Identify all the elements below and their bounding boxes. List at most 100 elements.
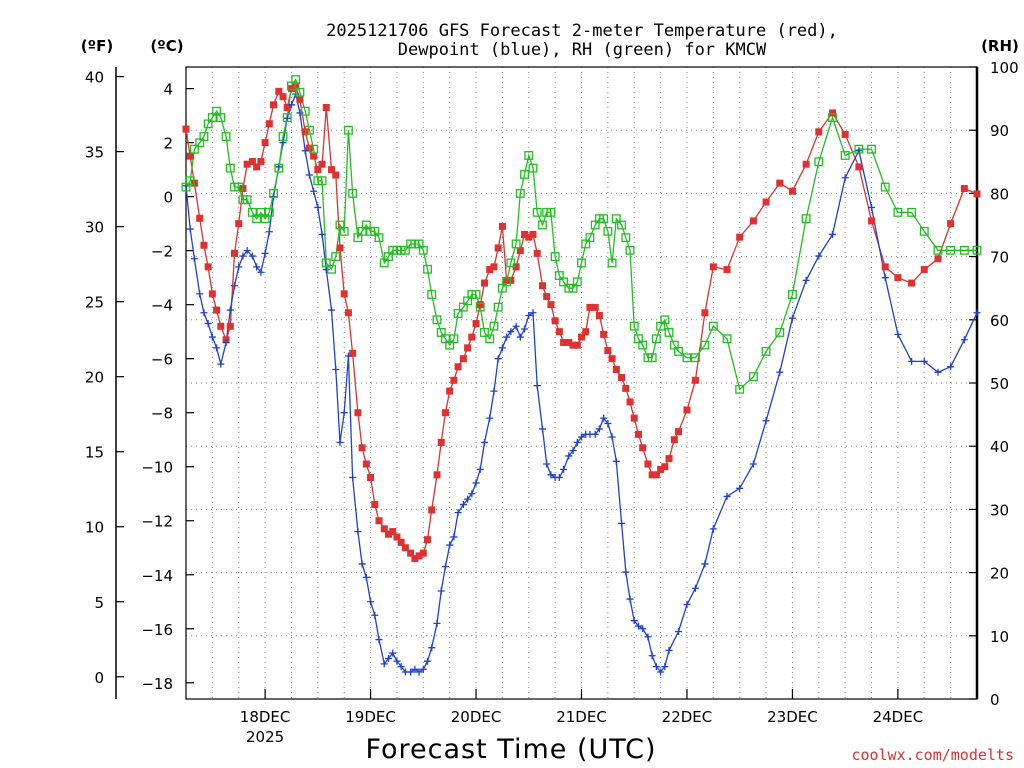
rh-point: [828, 113, 837, 123]
temperature-point: [235, 220, 243, 228]
rh-tick-label: 90: [990, 122, 1009, 140]
dewpoint-point: [441, 563, 449, 571]
rh-point: [471, 290, 481, 299]
temperature-point: [275, 87, 283, 95]
rh-point: [515, 188, 525, 198]
dewpoint-point: [358, 560, 366, 568]
fahrenheit-tick-label: 10: [85, 519, 104, 537]
rh-tick-label: 30: [990, 501, 1009, 519]
rh-point: [418, 245, 428, 255]
temperature-point: [604, 347, 612, 355]
rh-point: [946, 245, 956, 255]
rh-point: [538, 220, 547, 230]
dewpoint-point: [472, 479, 480, 487]
rh-point: [274, 163, 284, 173]
dewpoint-point: [415, 668, 423, 676]
dewpoint-point: [661, 663, 669, 671]
x-tick-label: 20DEC: [451, 708, 502, 726]
rh-point: [493, 302, 503, 312]
rh-point: [625, 245, 635, 255]
temperature-point: [362, 460, 370, 468]
temperature-point: [182, 125, 190, 133]
dewpoint-point: [318, 230, 326, 238]
x-tick-label: 23DEC: [767, 708, 818, 726]
rh-point: [585, 233, 595, 243]
dewpoint-point: [362, 573, 370, 581]
rh-line: [185, 78, 977, 391]
dewpoint-point: [762, 417, 770, 425]
dewpoint-point: [340, 409, 348, 417]
dewpoint-point: [226, 306, 234, 314]
rh-tick-label: 40: [990, 438, 1009, 456]
temperature-point: [318, 160, 326, 168]
temperature-point: [802, 160, 810, 168]
temperature-point: [401, 544, 409, 552]
dewpoint-point: [829, 230, 837, 238]
rh-unit-label: (RH): [981, 37, 1019, 55]
temperature-point: [622, 384, 630, 392]
dewpoint-point: [296, 109, 304, 117]
temperature-point: [393, 533, 401, 541]
dewpoint-point: [538, 425, 546, 433]
rh-point: [185, 176, 195, 186]
rh-point: [638, 340, 648, 350]
rh-point: [708, 321, 718, 331]
temperature-point: [494, 244, 502, 252]
temperature-point: [476, 301, 484, 309]
celsius-unit-label: (ºC): [150, 37, 183, 55]
temperature-point: [618, 374, 626, 382]
dewpoint-point: [618, 519, 626, 527]
temperature-point: [336, 244, 344, 252]
temperature-point: [626, 398, 634, 406]
dewpoint-point: [675, 627, 683, 635]
dewpoint-point: [375, 636, 383, 644]
rh-tick-label: 0: [990, 691, 1000, 709]
x-tick-label: 19DEC: [345, 708, 396, 726]
temperature-point: [397, 538, 405, 546]
temperature-point: [415, 552, 423, 560]
dewpoint-point: [868, 203, 876, 211]
temperature-point: [265, 120, 273, 128]
dewpoint-point: [204, 320, 212, 328]
rh-point: [449, 334, 459, 344]
dewpoint-point: [723, 492, 731, 500]
rh-point: [907, 207, 917, 217]
rh-point: [432, 315, 442, 325]
temperature-point: [608, 355, 616, 363]
dewpoint-point: [186, 225, 194, 233]
dewpoint-point: [533, 382, 541, 390]
dewpoint-point: [648, 652, 656, 660]
dewpoint-point: [709, 525, 717, 533]
dewpoint-point: [213, 344, 221, 352]
temperature-point: [657, 465, 665, 473]
temperature-point: [380, 525, 388, 533]
rh-point: [532, 207, 542, 217]
dewpoint-point: [287, 101, 295, 109]
temperature-point: [407, 549, 415, 557]
temperature-point: [446, 387, 454, 395]
dewpoint-point: [393, 657, 401, 665]
dewpoint-point: [701, 560, 709, 568]
rh-point: [528, 163, 538, 173]
rh-point: [242, 195, 252, 205]
dewpoint-point: [354, 528, 362, 536]
dewpoint-point: [305, 171, 313, 179]
celsius-tick-label: −2: [151, 243, 173, 261]
temperature-point: [389, 528, 397, 536]
temperature-point: [600, 330, 608, 338]
dewpoint-point: [788, 314, 796, 322]
temperature-point: [213, 306, 221, 314]
temperature-point: [538, 282, 546, 290]
temperature-point: [296, 95, 304, 103]
dewpoint-point: [464, 495, 472, 503]
temperature-point: [855, 163, 863, 171]
rh-tick-label: 60: [990, 312, 1009, 330]
temperature-point: [503, 276, 511, 284]
dewpoint-point: [565, 452, 573, 460]
dewpoint-point: [736, 484, 744, 492]
temperature-point: [196, 214, 204, 222]
temperature-point: [788, 187, 796, 195]
dewpoint-point: [630, 617, 638, 625]
dewpoint-point: [639, 625, 647, 633]
